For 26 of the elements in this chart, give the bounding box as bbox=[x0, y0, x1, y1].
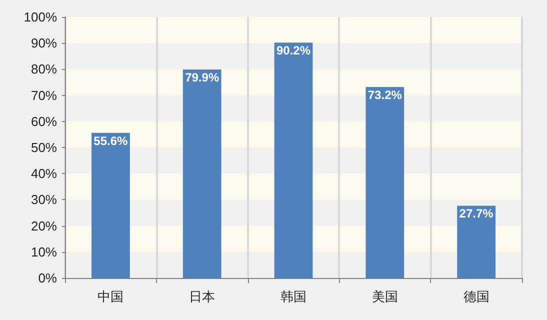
bar bbox=[92, 132, 130, 278]
y-tick-label: 30% bbox=[30, 192, 58, 208]
x-tick-label: 韩国 bbox=[280, 289, 306, 304]
y-tick-label: 70% bbox=[30, 88, 58, 103]
bar bbox=[274, 42, 313, 278]
x-tick-label: 中国 bbox=[98, 289, 124, 304]
y-tick-label: 80% bbox=[30, 62, 58, 77]
bar bbox=[457, 206, 496, 278]
y-tick-label: 40% bbox=[30, 166, 58, 182]
bar bbox=[366, 86, 404, 278]
data-label: 27.7% bbox=[459, 206, 494, 221]
y-tick-label: 100% bbox=[24, 10, 58, 24]
data-label: 73.2% bbox=[368, 88, 402, 102]
y-tick-label: 50% bbox=[30, 140, 58, 155]
data-label: 55.6% bbox=[94, 134, 128, 148]
y-tick-label: 10% bbox=[30, 244, 58, 260]
bar bbox=[182, 69, 222, 278]
y-tick-label: 20% bbox=[30, 218, 58, 234]
y-tick-label: 0% bbox=[38, 270, 58, 286]
data-label: 79.9% bbox=[185, 70, 220, 84]
data-label: 90.2% bbox=[276, 44, 311, 58]
y-tick-label: 90% bbox=[30, 36, 58, 51]
x-tick-label: 德国 bbox=[463, 289, 490, 304]
y-tick-label: 60% bbox=[30, 114, 58, 129]
x-tick-label: 美国 bbox=[372, 289, 398, 304]
x-tick-label: 日本 bbox=[189, 289, 216, 304]
